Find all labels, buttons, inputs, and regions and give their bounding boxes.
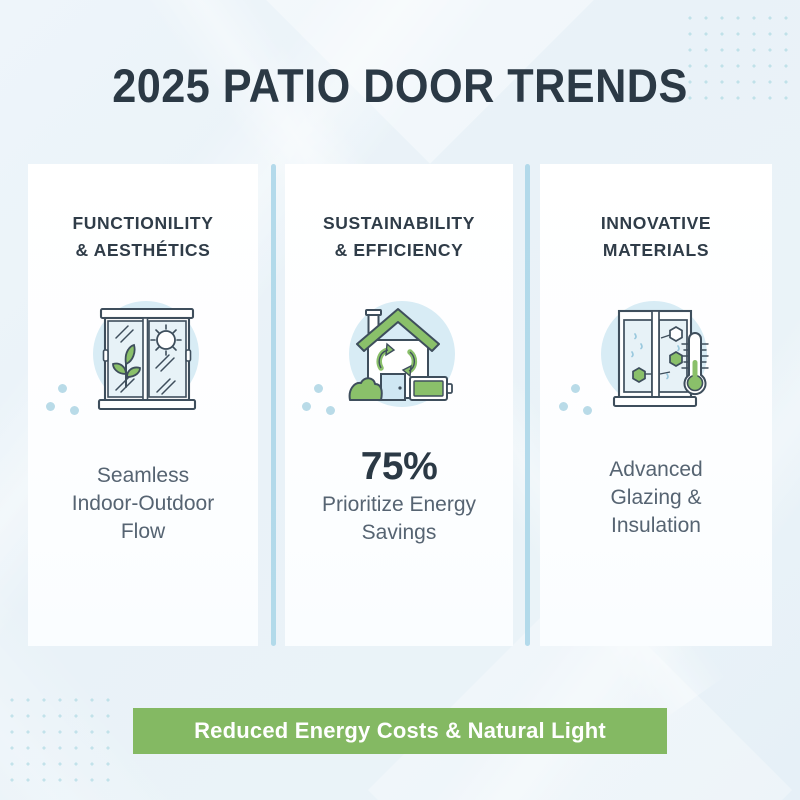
caption-line3: Flow (120, 520, 166, 544)
card-heading-line2: MATERIALS (602, 239, 710, 260)
card-heading: SUSTAINABILITY & EFFICIENCY (285, 210, 513, 263)
caption-line2: Savings (361, 520, 437, 544)
card-heading-line2: & AESTHÉTICS (75, 239, 211, 260)
card-caption: Advanced Glazing & Insulation (540, 456, 772, 540)
page-title: 2025 PATIO DOOR TRENDS (112, 59, 688, 112)
benefit-banner: Reduced Energy Costs & Natural Light (133, 708, 667, 754)
icon-area (285, 282, 513, 432)
card-functionality-aesthetics[interactable]: FUNCTIONILITY & AESTHÉTICS (28, 164, 258, 646)
stat-block: 75% Prioritize Energy Savings (285, 445, 513, 546)
card-caption: Prioritize Energy Savings (285, 491, 513, 546)
card-divider (271, 164, 276, 646)
card-heading-line1: SUSTAINABILITY (323, 213, 475, 233)
benefit-banner-text: Reduced Energy Costs & Natural Light (194, 718, 606, 743)
card-heading: INNOVATIVE MATERIALS (540, 210, 772, 263)
caption-line2: Indoor-Outdoor (71, 492, 215, 516)
card-caption: Seamless Indoor-Outdoor Flow (28, 462, 258, 546)
caption-line2: Glazing & (610, 486, 702, 510)
caption-line3: Insulation (611, 514, 701, 538)
card-heading-line2: & EFFICIENCY (334, 239, 464, 260)
sliding-patio-door-icon (93, 301, 199, 411)
caption-line1: Seamless (96, 464, 190, 487)
card-innovative-materials[interactable]: INNOVATIVE MATERIALS (540, 164, 772, 646)
cards-container: FUNCTIONILITY & AESTHÉTICS (28, 164, 772, 646)
card-heading: FUNCTIONILITY & AESTHÉTICS (28, 210, 258, 263)
caption-line1: Prioritize Energy (321, 492, 477, 516)
card-sustainability-efficiency[interactable]: SUSTAINABILITY & EFFICIENCY (285, 164, 513, 646)
icon-area (540, 282, 772, 432)
eco-house-recycling-icon (348, 301, 455, 407)
card-heading-line1: FUNCTIONILITY (72, 213, 214, 233)
stat-number: 75% (360, 445, 438, 488)
caption-line1: Advanced (609, 458, 703, 481)
icon-area (28, 282, 258, 432)
decorative-dots (302, 384, 342, 420)
decorative-dots (559, 384, 599, 420)
card-heading-line1: INNOVATIVE (600, 213, 712, 233)
card-divider (525, 164, 530, 646)
dot-grid-bottom-left (4, 692, 116, 788)
insulated-window-thermometer-icon (601, 301, 709, 408)
decorative-dots (46, 384, 86, 420)
